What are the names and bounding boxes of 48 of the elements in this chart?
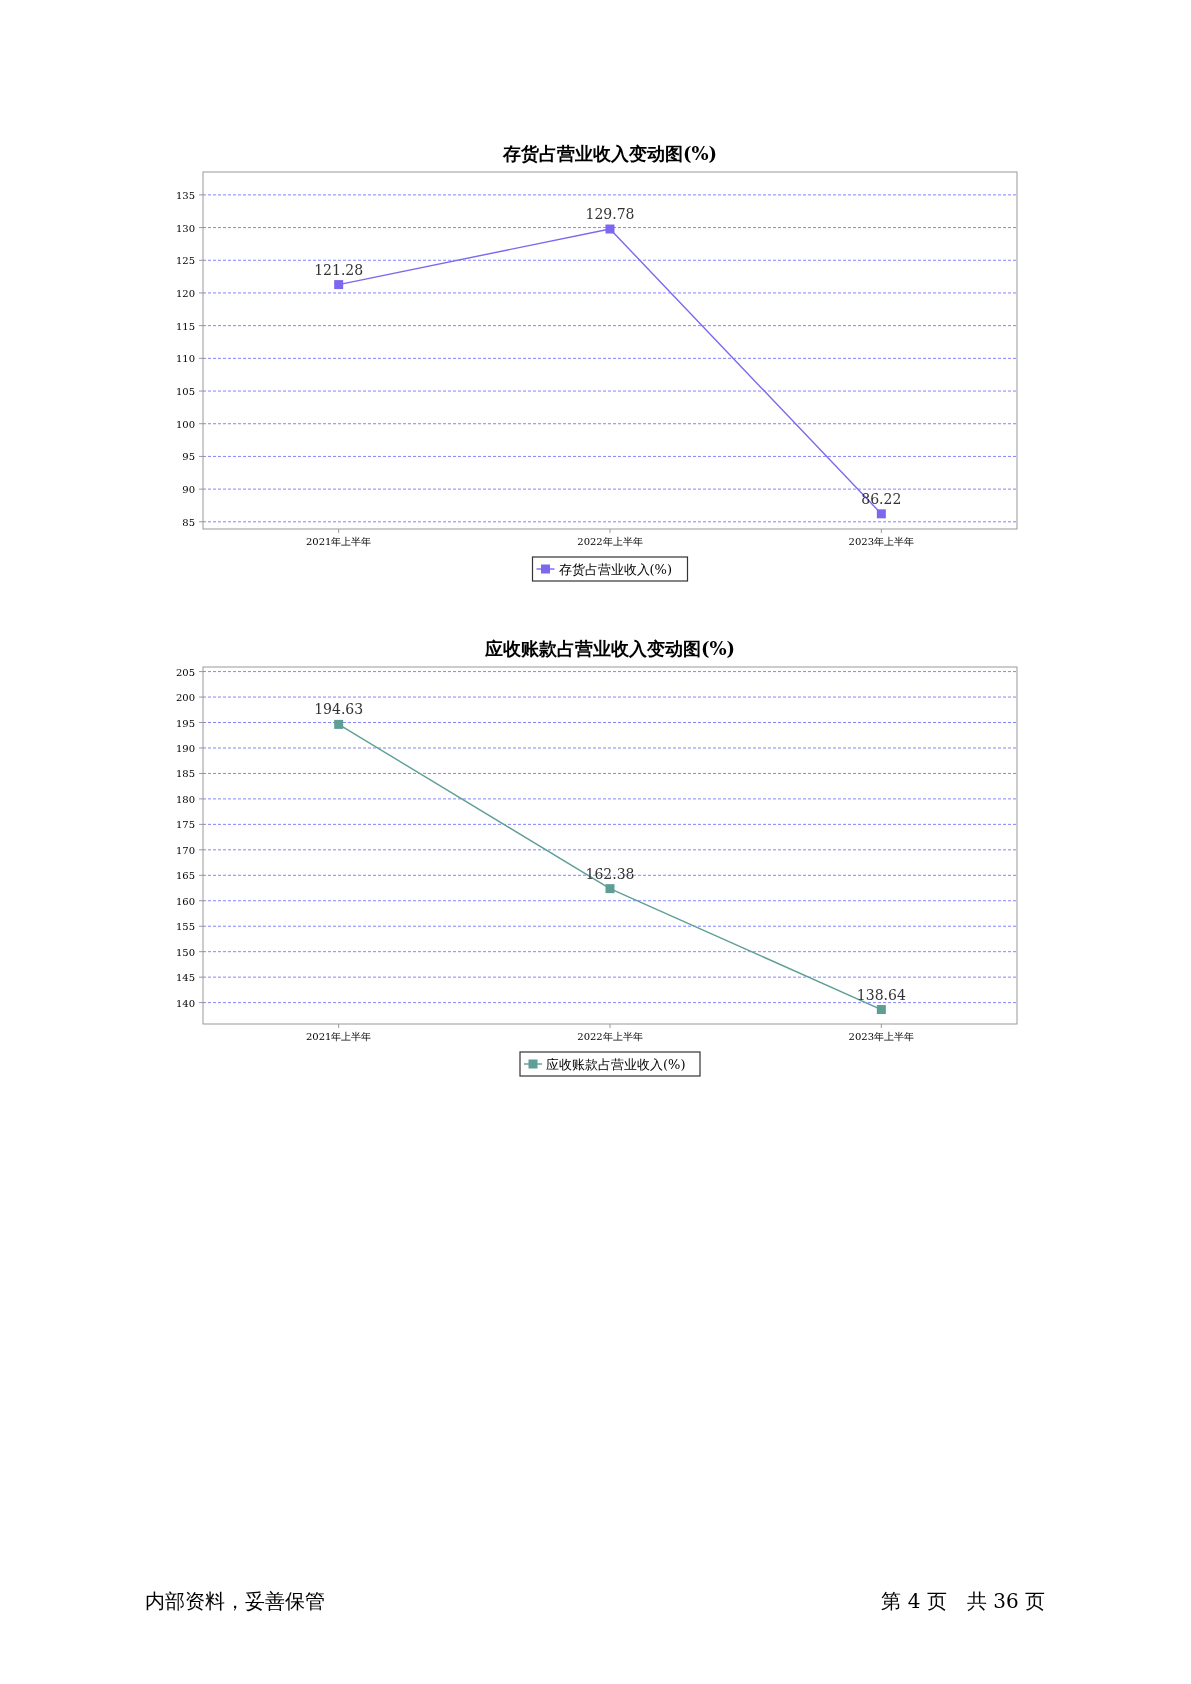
y-tick-label: 205 <box>175 666 195 678</box>
x-tick-label: 2022年上半年 <box>577 1031 643 1042</box>
data-label: 121.28 <box>314 261 364 278</box>
legend-label: 应收账款占营业收入(%) <box>546 1057 686 1072</box>
y-tick-label: 90 <box>182 484 195 496</box>
y-tick-label: 180 <box>175 793 195 805</box>
x-tick-label: 2023年上半年 <box>848 536 915 547</box>
y-tick-label: 195 <box>175 717 195 729</box>
chart-title: 存货占营业收入变动图(%) <box>501 143 718 164</box>
y-tick-label: 130 <box>175 222 195 234</box>
x-tick-label: 2023年上半年 <box>848 1031 915 1042</box>
x-tick-label: 2022年上半年 <box>577 536 643 547</box>
data-label: 194.63 <box>314 701 364 718</box>
y-tick-label: 155 <box>175 921 195 933</box>
point <box>605 884 615 894</box>
data-label: 138.64 <box>856 986 906 1003</box>
y-tick-label: 95 <box>182 451 195 463</box>
x-tick-label: 2021年上半年 <box>305 536 372 547</box>
point <box>605 224 615 234</box>
y-tick-label: 125 <box>175 255 195 267</box>
data-label: 162.38 <box>585 865 635 882</box>
x-tick-label: 2021年上半年 <box>305 1031 372 1042</box>
point <box>876 509 886 519</box>
y-tick-label: 115 <box>175 320 195 332</box>
y-tick-label: 105 <box>175 386 195 398</box>
y-tick-label: 150 <box>175 946 195 958</box>
y-tick-label: 140 <box>175 997 195 1009</box>
y-tick-label: 85 <box>182 516 195 528</box>
y-tick-label: 170 <box>175 844 195 856</box>
y-tick-label: 185 <box>175 768 195 780</box>
y-tick-label: 100 <box>175 418 195 430</box>
legend-label: 存货占营业收入(%) <box>558 562 672 577</box>
text: 第 4 页 共 36 页 <box>881 1589 1045 1613</box>
point <box>876 1005 886 1015</box>
y-tick-label: 135 <box>175 189 195 201</box>
y-tick-label: 145 <box>175 972 195 984</box>
y-tick-label: 175 <box>175 819 195 831</box>
y-tick-label: 190 <box>175 742 195 754</box>
text: 内部资料，妥善保管 <box>145 1589 325 1613</box>
point <box>334 719 344 729</box>
y-tick-label: 160 <box>175 895 195 907</box>
chart-title: 应收账款占营业收入变动图(%) <box>483 638 736 659</box>
y-tick-label: 120 <box>175 287 195 299</box>
data-label: 129.78 <box>585 206 635 223</box>
y-tick-label: 165 <box>175 870 195 882</box>
y-tick-label: 200 <box>175 692 195 704</box>
point <box>334 280 344 290</box>
y-tick-label: 110 <box>175 353 195 365</box>
